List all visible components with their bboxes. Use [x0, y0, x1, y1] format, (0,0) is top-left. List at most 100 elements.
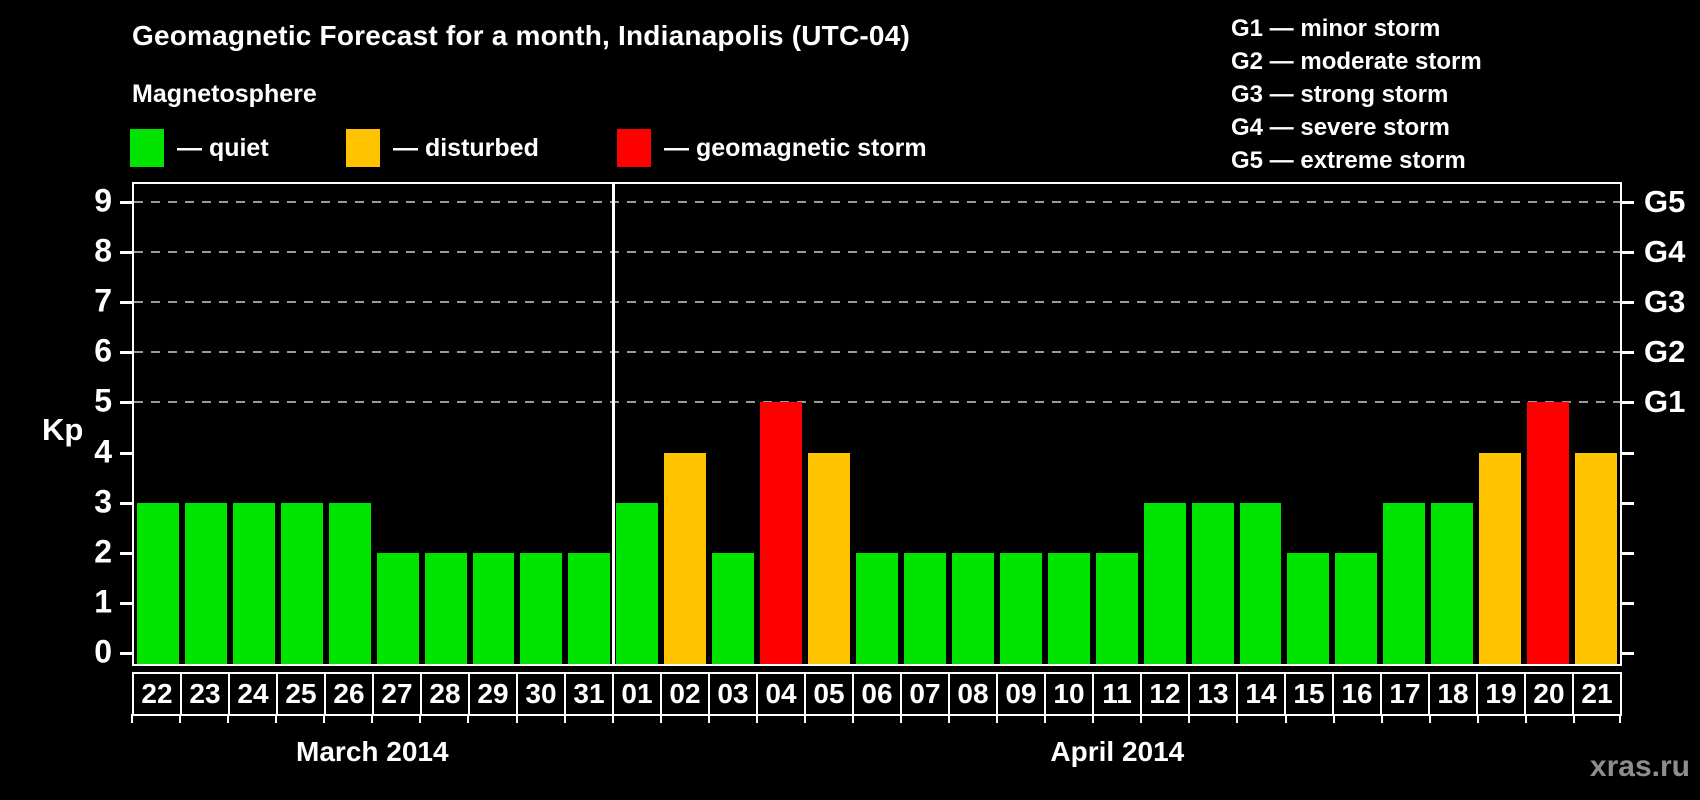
kp-bar: [472, 552, 515, 664]
day-label: 23: [180, 672, 230, 716]
day-boundary-tick: [419, 714, 422, 723]
day-boundary-tick: [179, 714, 182, 723]
storm-swatch-icon: [617, 129, 651, 167]
y-tick-label: 3: [94, 483, 112, 520]
kp-bar: [1095, 552, 1138, 664]
y-tick-label: 0: [94, 633, 112, 670]
gridline-kp5: [134, 401, 1620, 404]
day-label: 27: [372, 672, 422, 716]
kp-bar: [137, 502, 179, 664]
y-axis-label: Kp: [42, 412, 84, 447]
kp-bar: [1575, 452, 1617, 664]
kp-bar: [664, 452, 707, 664]
y-tick: [120, 351, 134, 355]
day-label: 08: [948, 672, 998, 716]
legend-item-disturbed: — disturbed: [346, 128, 539, 168]
plot-area: 0 1 2 3 4 5 G1 6 G2 7 G3 8 G4 9 G5: [94, 182, 1685, 668]
day-boundary-tick: [1284, 714, 1287, 723]
g-tick-label: G3: [1644, 284, 1686, 320]
day-label: 17: [1380, 672, 1430, 716]
y-tick: [120, 451, 134, 455]
day-boundary-tick: [1092, 714, 1095, 723]
day-label: 28: [420, 672, 470, 716]
kp-bar: [232, 502, 275, 664]
g-tick-label: G2: [1644, 334, 1686, 370]
day-label: 18: [1428, 672, 1478, 716]
day-label: 29: [468, 672, 518, 716]
y-tick-label: 9: [94, 182, 112, 219]
g-legend-line-4: G4 — severe storm: [1231, 114, 1450, 141]
kp-bar: [616, 502, 659, 664]
day-boundary-tick: [275, 714, 278, 723]
kp-bar: [520, 552, 563, 664]
day-boundary-tick: [755, 714, 758, 723]
day-boundary-tick: [227, 714, 230, 723]
day-boundary-tick: [1236, 714, 1239, 723]
day-label: 20: [1524, 672, 1574, 716]
legend-item-label: — disturbed: [393, 133, 539, 162]
kp-bar: [1431, 502, 1474, 664]
day-label: 13: [1188, 672, 1238, 716]
month-label: April 2014: [1050, 736, 1185, 767]
y-tick: [120, 401, 134, 405]
gridline-kp7: [134, 301, 1620, 304]
right-tick: [1620, 201, 1634, 204]
day-boundary-tick: [803, 714, 806, 723]
day-label: 05: [804, 672, 854, 716]
kp-bar: [1527, 402, 1570, 664]
day-label: 04: [756, 672, 806, 716]
day-label: 15: [1284, 672, 1334, 716]
right-tick: [1620, 401, 1634, 405]
y-tick-label: 4: [94, 433, 112, 470]
day-label: 11: [1092, 672, 1142, 716]
day-label: 06: [852, 672, 902, 716]
day-label: 24: [228, 672, 278, 716]
day-boundary-tick: [611, 714, 614, 723]
day-axis-ticks: [131, 714, 1622, 723]
g-tick-label: G4: [1644, 233, 1686, 269]
right-tick: [1620, 251, 1634, 255]
day-boundary-tick: [707, 714, 710, 723]
day-boundary-tick: [1476, 714, 1479, 723]
gridline-kp9: [134, 201, 1620, 203]
day-boundary-tick: [996, 714, 999, 723]
right-tick: [1620, 652, 1634, 655]
y-tick: [120, 652, 134, 655]
y-tick: [120, 601, 134, 605]
kp-bar: [856, 552, 898, 664]
y-tick: [120, 501, 134, 505]
right-tick: [1620, 451, 1634, 455]
kp-bar: [280, 502, 323, 664]
day-label: 22: [132, 672, 182, 716]
day-label: 12: [1140, 672, 1190, 716]
legend-item-label: — geomagnetic storm: [664, 133, 927, 162]
day-label: 02: [660, 672, 710, 716]
kp-bar: [1335, 552, 1378, 664]
kp-bar: [1239, 502, 1282, 664]
y-tick-label: 7: [94, 282, 112, 319]
y-tick-label: 8: [94, 232, 112, 269]
magnetosphere-label: Magnetosphere: [132, 80, 317, 108]
day-boundary-tick: [851, 714, 854, 723]
kp-bar: [951, 552, 994, 664]
day-boundary-tick: [948, 714, 951, 723]
day-label: 25: [276, 672, 326, 716]
watermark: xras.ru: [1589, 750, 1690, 783]
day-label: 30: [516, 672, 566, 716]
y-tick-label: 5: [94, 383, 112, 420]
kp-bar: [1383, 502, 1426, 664]
day-boundary-tick: [1524, 714, 1527, 723]
day-boundary-tick: [131, 714, 133, 723]
g-legend-line-3: G3 — strong storm: [1231, 81, 1449, 108]
day-boundary-tick: [1572, 714, 1575, 723]
day-label: 10: [1044, 672, 1094, 716]
kp-bar: [760, 402, 803, 664]
day-label: 16: [1332, 672, 1382, 716]
day-boundary-tick: [1332, 714, 1335, 723]
day-boundary-tick: [900, 714, 903, 723]
day-label: 01: [612, 672, 662, 716]
chart-title: Geomagnetic Forecast for a month, Indian…: [132, 20, 910, 51]
y-tick: [120, 201, 134, 204]
y-tick: [120, 551, 134, 555]
day-label: 31: [564, 672, 614, 716]
